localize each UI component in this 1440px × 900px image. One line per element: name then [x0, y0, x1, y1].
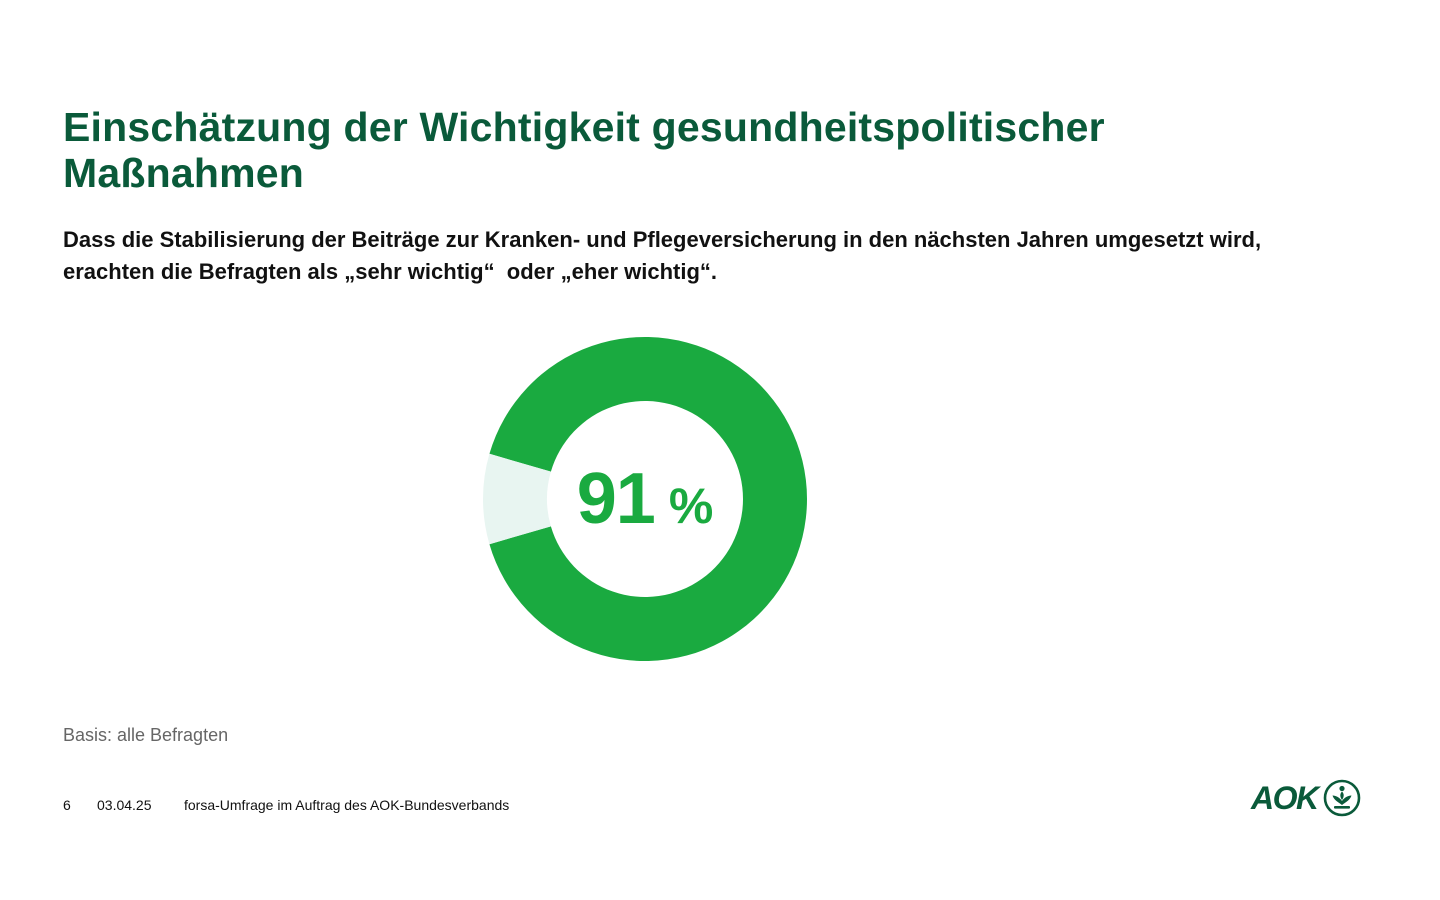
basis-note: Basis: alle Befragten	[63, 725, 229, 745]
aok-tree-emblem-icon	[1323, 779, 1360, 817]
page-number: 6	[63, 797, 71, 813]
donut-slice-important	[489, 337, 807, 661]
footer-date: 03.04.25	[97, 797, 152, 813]
footer-source: forsa-Umfrage im Auftrag des AOK-Bundesv…	[184, 797, 510, 813]
slide-title: Einschätzung der Wichtigkeit gesundheits…	[63, 104, 1105, 196]
donut-chart: 91 %	[476, 330, 814, 668]
slide-subtitle: Dass die Stabilisierung der Beiträge zur…	[63, 227, 1268, 284]
donut-slice-remainder	[483, 453, 551, 545]
aok-logo: AOK	[1251, 778, 1362, 818]
donut-chart-svg	[483, 337, 807, 661]
aok-logo-text: AOK	[1251, 779, 1319, 816]
slide-footer: 6 03.04.25 forsa-Umfrage im Auftrag des …	[63, 797, 509, 813]
